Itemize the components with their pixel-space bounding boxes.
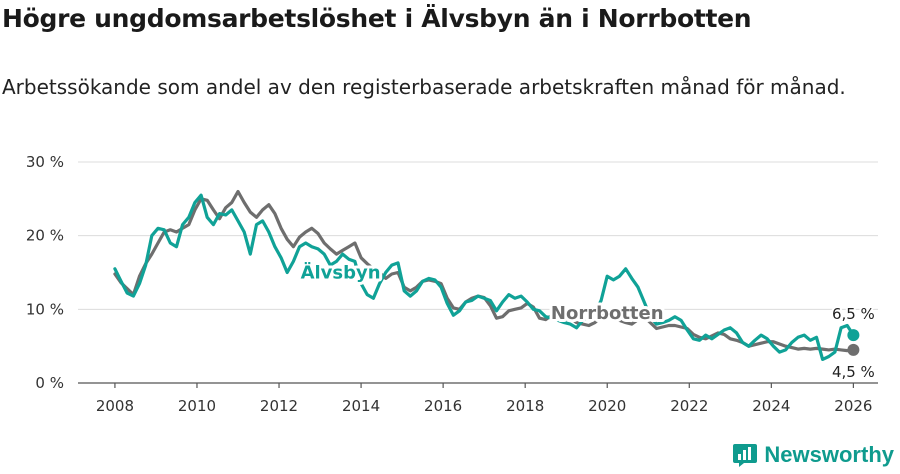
y-tick-label: 10 % <box>26 300 64 318</box>
x-tick-label: 2022 <box>670 397 708 415</box>
x-tick-label: 2020 <box>588 397 626 415</box>
x-tick-label: 2010 <box>178 397 216 415</box>
x-tick-label: 2014 <box>342 397 380 415</box>
x-tick-label: 2026 <box>834 397 872 415</box>
end-value-label-norrbotten: 4,5 % <box>832 363 875 381</box>
y-tick-label: 20 % <box>26 227 64 245</box>
series-label-norrbotten: Norrbotten <box>551 303 664 324</box>
x-tick-label: 2018 <box>506 397 544 415</box>
series-label-alvsbyn: Älvsbyn <box>301 261 381 283</box>
x-tick-label: 2024 <box>752 397 790 415</box>
y-tick-label: 0 % <box>35 374 64 392</box>
x-tick-label: 2016 <box>424 397 462 415</box>
series-line-alvsbyn <box>113 193 855 361</box>
end-point-norrbotten <box>847 343 860 356</box>
end-value-label-alvsbyn: 6,5 % <box>832 305 875 323</box>
chart-title: Högre ungdomsarbetslöshet i Älvsbyn än i… <box>2 4 752 33</box>
y-tick-label: 30 % <box>26 153 64 171</box>
x-tick-label: 2008 <box>96 397 134 415</box>
end-point-alvsbyn <box>847 329 860 342</box>
chart-subtitle: Arbetssökande som andel av den registerb… <box>2 75 846 99</box>
brand-name: Newsworthy <box>764 442 894 467</box>
newsworthy-logo-icon <box>733 444 758 467</box>
x-tick-label: 2012 <box>260 397 298 415</box>
brand-logo: Newsworthy <box>732 442 894 468</box>
